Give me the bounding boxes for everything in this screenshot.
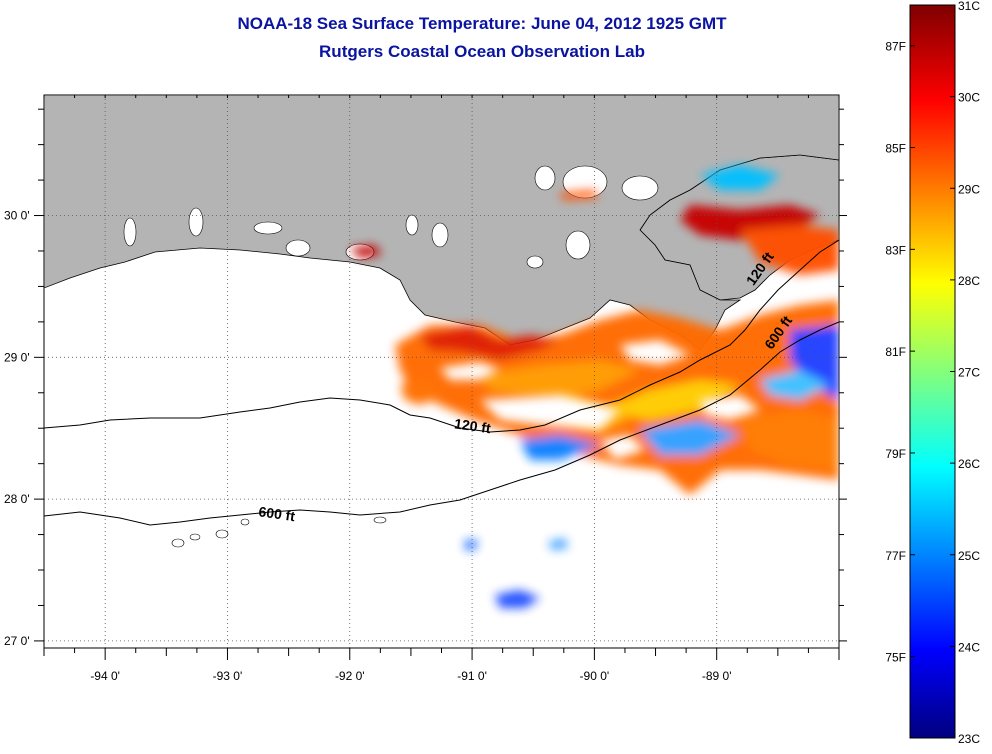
lon-tick-label: -94 0' (90, 669, 120, 683)
lat-tick-label: 27 0' (4, 634, 30, 648)
lon-tick-label: -92 0' (335, 669, 365, 683)
colorbar-celsius-label: 28C (958, 274, 980, 288)
colorbar-fahrenheit-label: 87F (885, 40, 906, 54)
lon-tick-label: -89 0' (702, 669, 732, 683)
lon-tick-label: -91 0' (457, 669, 487, 683)
colorbar-celsius-label: 23C (958, 732, 980, 746)
contour-label: 600 ft (258, 503, 297, 524)
colorbar-fahrenheit-label: 77F (885, 549, 906, 563)
colorbar-fahrenheit-label: 79F (885, 447, 906, 461)
colorbar-fahrenheit-label: 83F (885, 243, 906, 257)
colorbar-celsius-label: 26C (958, 457, 980, 471)
lat-tick-label: 28 0' (4, 492, 30, 506)
lat-tick-label: 30 0' (4, 209, 30, 223)
colorbar-celsius-label: 30C (958, 91, 980, 105)
lon-tick-label: -90 0' (580, 669, 610, 683)
colorbar (909, 4, 956, 739)
coast-landmass (44, 95, 839, 351)
contour-600ft (44, 321, 839, 526)
contour-120ft (44, 239, 839, 433)
map-subtitle: Rutgers Coastal Ocean Observation Lab (319, 42, 645, 61)
colorbar-celsius-label: 29C (958, 182, 980, 196)
colorbar-celsius-label: 27C (958, 366, 980, 380)
colorbar-celsius-label: 31C (958, 0, 980, 13)
contour-label: 120 ft (453, 415, 492, 436)
colorbar-fahrenheit-label: 75F (885, 651, 906, 665)
colorbar-fahrenheit-label: 81F (885, 345, 906, 359)
map-title: NOAA-18 Sea Surface Temperature: June 04… (237, 14, 727, 33)
colorbar-celsius-label: 25C (958, 549, 980, 563)
colorbar-fahrenheit-label: 85F (885, 142, 906, 156)
lat-tick-label: 29 0' (4, 350, 30, 364)
lon-tick-label: -93 0' (213, 669, 243, 683)
colorbar-fahrenheit-label: 73F (885, 752, 906, 754)
colorbar-celsius-label: 24C (958, 640, 980, 654)
graticule (44, 95, 839, 648)
